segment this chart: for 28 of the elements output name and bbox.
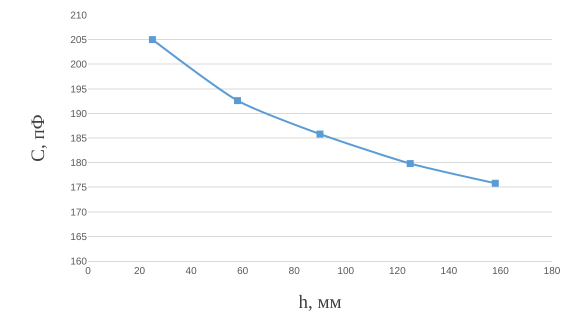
- y-tick-label: 200: [70, 60, 88, 71]
- y-tick-label: 165: [70, 232, 88, 243]
- point: [234, 97, 242, 104]
- y-tick-label: 205: [70, 35, 88, 46]
- x-tick-label: 140: [440, 266, 458, 277]
- y-tick-label: 190: [70, 108, 88, 120]
- x-axis-title: h, мм: [298, 292, 342, 313]
- x-tick-label: 40: [186, 266, 198, 277]
- point: [316, 130, 324, 138]
- x-tick-label: 20: [134, 266, 146, 277]
- y-tick-label: 170: [70, 207, 88, 218]
- point: [492, 180, 499, 187]
- point: [406, 160, 414, 168]
- y-tick-label: 160: [70, 256, 88, 268]
- x-tick-label: 0: [85, 266, 92, 277]
- x-tick-label: 60: [237, 266, 249, 277]
- y-tick-label: 180: [70, 158, 88, 170]
- y-tick-label: 195: [70, 84, 88, 96]
- y-tick-label: 210: [70, 10, 88, 22]
- x-tick-label: 180: [544, 266, 561, 277]
- y-tick-label: 175: [70, 182, 88, 194]
- point: [148, 36, 156, 44]
- x-tick-label: 160: [492, 266, 510, 277]
- x-tick-label: 120: [388, 266, 406, 277]
- y-axis-title: C, пФ: [28, 114, 50, 162]
- y-tick-label: 185: [70, 134, 88, 144]
- x-tick-label: 100: [337, 266, 355, 277]
- x-tick-label: 80: [288, 266, 300, 277]
